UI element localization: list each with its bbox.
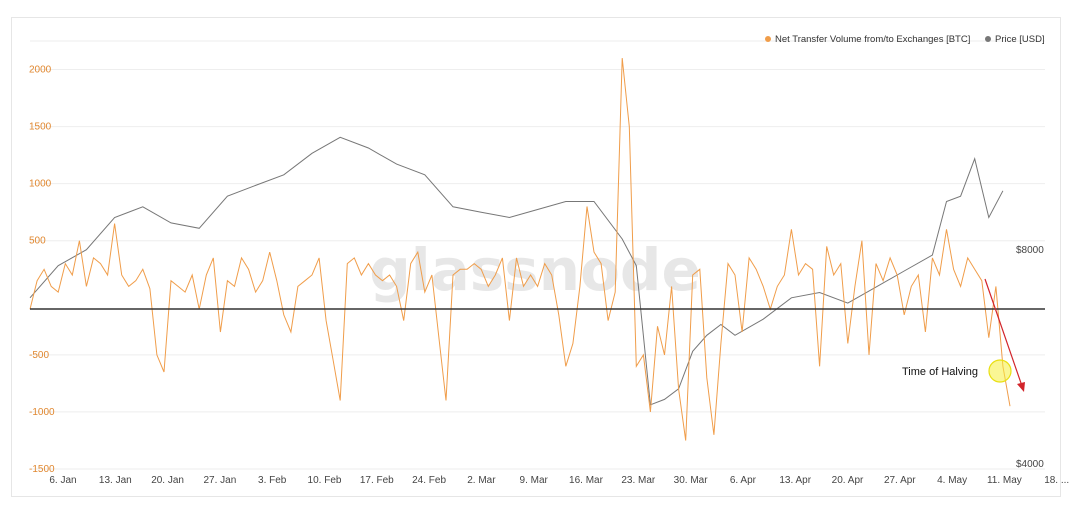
x-tick-label: 6. Jan [49, 475, 76, 486]
watermark: glassnode [369, 236, 701, 304]
annotations: Time of Halving [902, 278, 1025, 392]
x-tick-label: 20. Jan [151, 475, 184, 486]
x-tick-label: 16. Mar [569, 475, 604, 486]
grid [30, 40, 1045, 470]
y-tick-label: 2000 [29, 65, 52, 76]
halving-arrow-line [984, 278, 1023, 387]
halving-highlight-circle [988, 359, 1012, 383]
x-tick-label: 23. Mar [621, 475, 656, 486]
y2-axis-ticks: $8000 $4000 [1016, 245, 1044, 470]
x-tick-label: 9. Mar [520, 475, 549, 486]
y-tick-label: -1000 [29, 407, 55, 418]
legend-marker-0 [765, 36, 771, 42]
halving-annotation-label: Time of Halving [902, 366, 978, 378]
series-line-net-transfer [29, 58, 1011, 441]
x-tick-label: 11. May [987, 475, 1022, 486]
chart-frame [11, 17, 1061, 497]
legend-marker-1 [985, 36, 991, 42]
x-tick-label: 24. Feb [412, 475, 446, 486]
y-tick-label: 1000 [29, 179, 52, 190]
x-tick-label: 17. Feb [360, 475, 394, 486]
x-tick-label: 27. Jan [203, 475, 236, 486]
y-axis-ticks: 2000 1500 1000 500 -500 -1000 -1500 [29, 65, 55, 475]
x-tick-label: 4. May [937, 475, 967, 486]
x-tick-label: 27. Apr [884, 475, 916, 486]
x-tick-label: 13. Jan [99, 475, 132, 486]
x-axis-ticks: 6. Jan 13. Jan 20. Jan 27. Jan 3. Feb 10. Feb… [49, 475, 1069, 486]
legend-label-0: Net Transfer Volume from/to Exchanges [B… [775, 34, 970, 45]
x-tick-label: 13. Apr [779, 475, 811, 486]
y-tick-label: -1500 [29, 464, 55, 475]
series-line-price [29, 136, 1004, 406]
y-tick-label: 1500 [29, 122, 52, 133]
x-tick-label: 10. Feb [308, 475, 342, 486]
x-tick-label: 2. Mar [467, 475, 496, 486]
x-tick-label: 30. Mar [674, 475, 709, 486]
x-tick-label: 18. ... [1044, 475, 1069, 486]
series-layer [29, 58, 1011, 441]
y2-tick-label: $8000 [1016, 245, 1044, 256]
halving-arrow-head [1017, 382, 1025, 392]
x-tick-label: 20. Apr [832, 475, 864, 486]
y-tick-label: -500 [29, 350, 49, 361]
y2-tick-label: $4000 [1016, 459, 1044, 470]
legend-label-1: Price [USD] [995, 34, 1045, 45]
y-tick-label: 500 [29, 236, 46, 247]
legend: Net Transfer Volume from/to Exchanges [B… [765, 34, 1045, 45]
x-tick-label: 3. Feb [258, 475, 287, 486]
x-tick-label: 6. Apr [730, 475, 757, 486]
